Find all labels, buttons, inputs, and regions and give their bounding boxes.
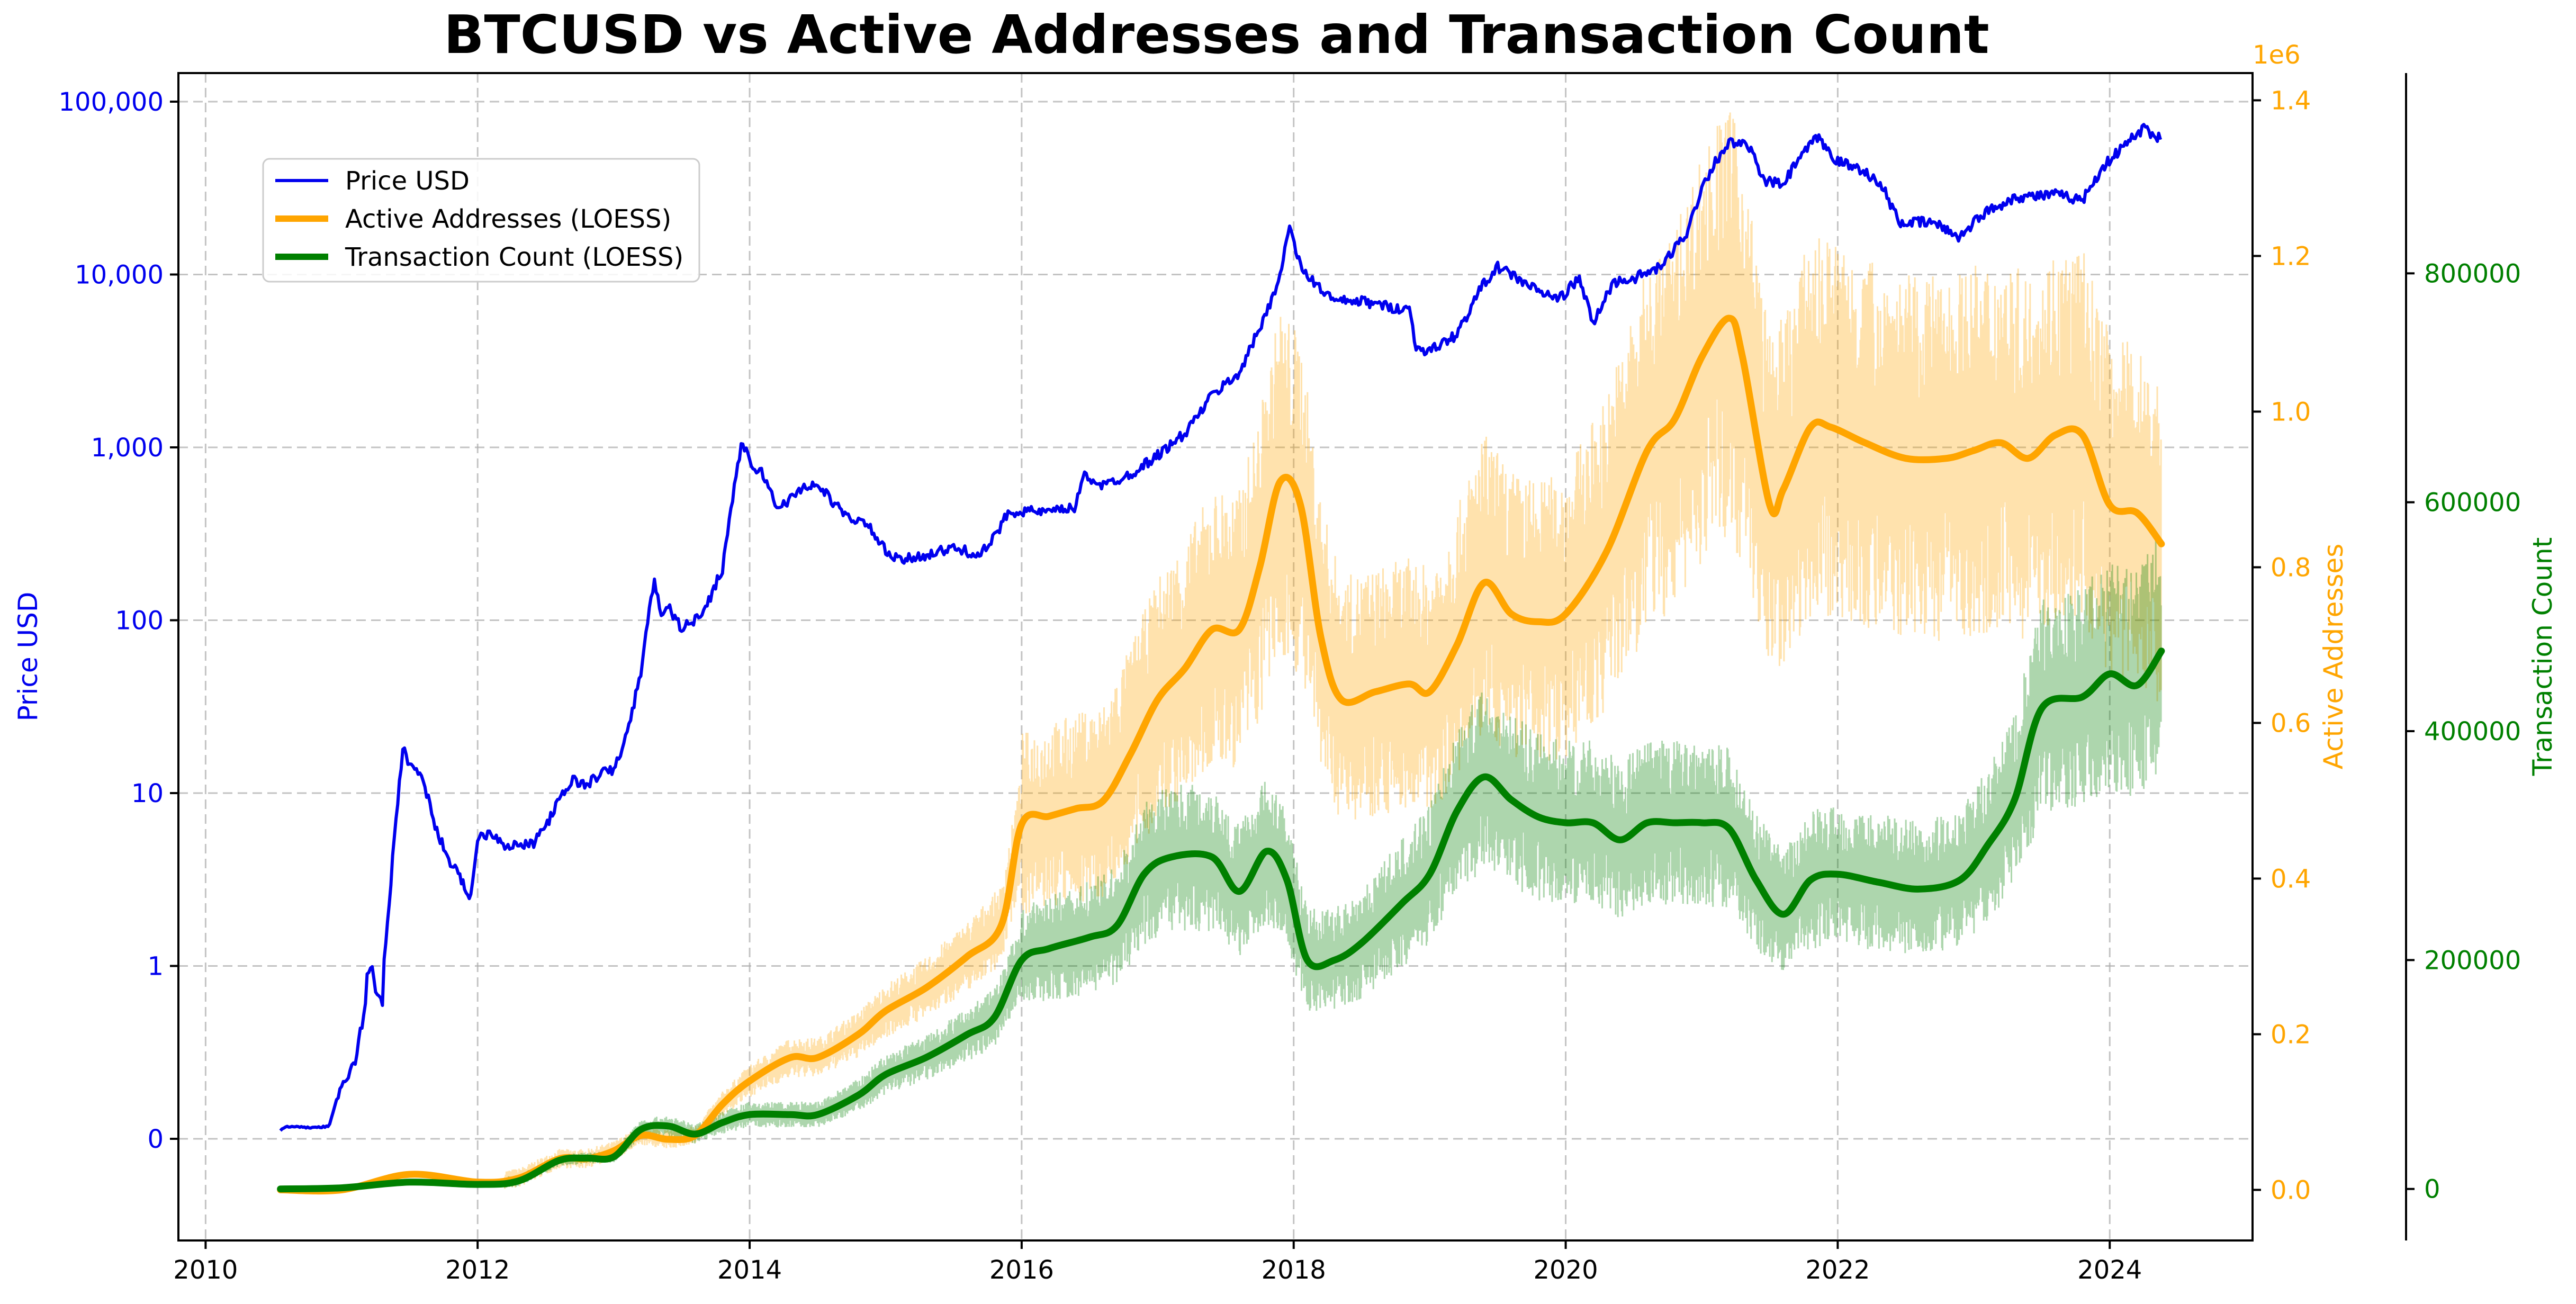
series-lines: [277, 123, 2165, 1195]
series-line-transaction-count-loess: [277, 647, 2165, 1193]
active-addresses-offset-text: 1e6: [2253, 40, 2301, 70]
legend-label-active-addresses: Active Addresses (LOESS): [345, 204, 671, 234]
transaction-count-tick-label: 400000: [2424, 717, 2521, 747]
active-addresses-axis-label: Active Addresses: [2318, 544, 2349, 770]
transaction-count-axis-label: Transaction Count: [2527, 537, 2558, 776]
transaction-count-tick-label: 200000: [2424, 946, 2521, 975]
active-addresses-tick-label: 0.6: [2271, 708, 2311, 738]
transaction-count-tick-label: 600000: [2424, 488, 2521, 518]
x-axis: 2010 2012 2014 2016 2018 2020 2022 2024: [173, 1240, 2142, 1285]
active-addresses-tick-label: 1.0: [2271, 397, 2311, 427]
series-line-active-addresses-loess: [277, 314, 2165, 1195]
grid: [178, 73, 2253, 1240]
active-addresses-tick-label: 0.4: [2271, 864, 2311, 894]
series-line-price-usd: [279, 123, 2163, 1132]
x-tick-label: 2018: [1262, 1255, 1326, 1285]
legend-label-transaction-count: Transaction Count (LOESS): [345, 242, 683, 272]
x-tick-label: 2020: [1533, 1255, 1598, 1285]
price-tick-label: 100,000: [59, 87, 164, 117]
x-tick-label: 2010: [173, 1255, 238, 1285]
x-tick-label: 2022: [1805, 1255, 1870, 1285]
active-addresses-tick-label: 1.4: [2271, 86, 2311, 115]
x-tick-label: 2014: [717, 1255, 782, 1285]
transaction-count-tick-label: 800000: [2424, 259, 2521, 289]
price-axis: 0 1 10 100 1,000 10,000 100,000: [59, 87, 178, 1154]
active-addresses-tick-label: 0.0: [2271, 1175, 2311, 1205]
legend-frame: [262, 158, 700, 283]
x-tick-label: 2016: [989, 1255, 1054, 1285]
price-tick-label: 0: [147, 1125, 164, 1154]
price-tick-label: 1: [147, 952, 164, 982]
price-tick-label: 10: [131, 779, 164, 808]
transaction-count-axis: 0 200000 400000 600000 800000: [2406, 259, 2521, 1204]
transaction-count-tick-label: 0: [2424, 1175, 2440, 1204]
active-addresses-tick-label: 1.2: [2271, 241, 2311, 271]
active-addresses-tick-label: 0.8: [2271, 553, 2311, 582]
plot-frame: [177, 72, 2254, 1242]
active-addresses-tick-label: 0.2: [2271, 1020, 2311, 1049]
legend-label-price: Price USD: [345, 166, 470, 196]
price-tick-label: 1,000: [91, 433, 164, 463]
legend: Price USD Active Addresses (LOESS) Trans…: [262, 158, 700, 283]
price-axis-label: Price USD: [13, 592, 43, 722]
x-tick-label: 2012: [445, 1255, 510, 1285]
price-tick-label: 10,000: [75, 260, 164, 290]
active-addresses-axis: 0.0 0.2 0.4 0.6 0.8 1.0 1.2 1.4: [2253, 86, 2311, 1205]
price-tick-label: 100: [115, 606, 164, 636]
chart-title: BTCUSD vs Active Addresses and Transacti…: [444, 4, 1989, 66]
x-tick-label: 2024: [2077, 1255, 2142, 1285]
